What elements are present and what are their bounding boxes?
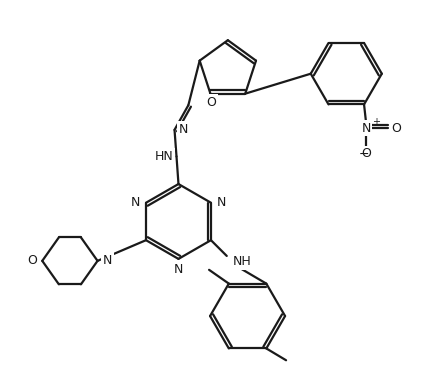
Text: O: O (28, 254, 37, 267)
Text: N: N (217, 196, 227, 209)
Text: N: N (103, 254, 112, 267)
Text: N: N (361, 122, 371, 135)
Text: O: O (392, 122, 402, 135)
Text: −: − (359, 148, 370, 161)
Text: +: + (372, 117, 380, 127)
Text: N: N (174, 263, 183, 276)
Text: NH: NH (233, 255, 252, 268)
Text: N: N (179, 124, 188, 137)
Text: HN: HN (154, 150, 173, 163)
Text: O: O (361, 147, 371, 160)
Text: O: O (206, 96, 216, 109)
Text: N: N (130, 196, 140, 209)
